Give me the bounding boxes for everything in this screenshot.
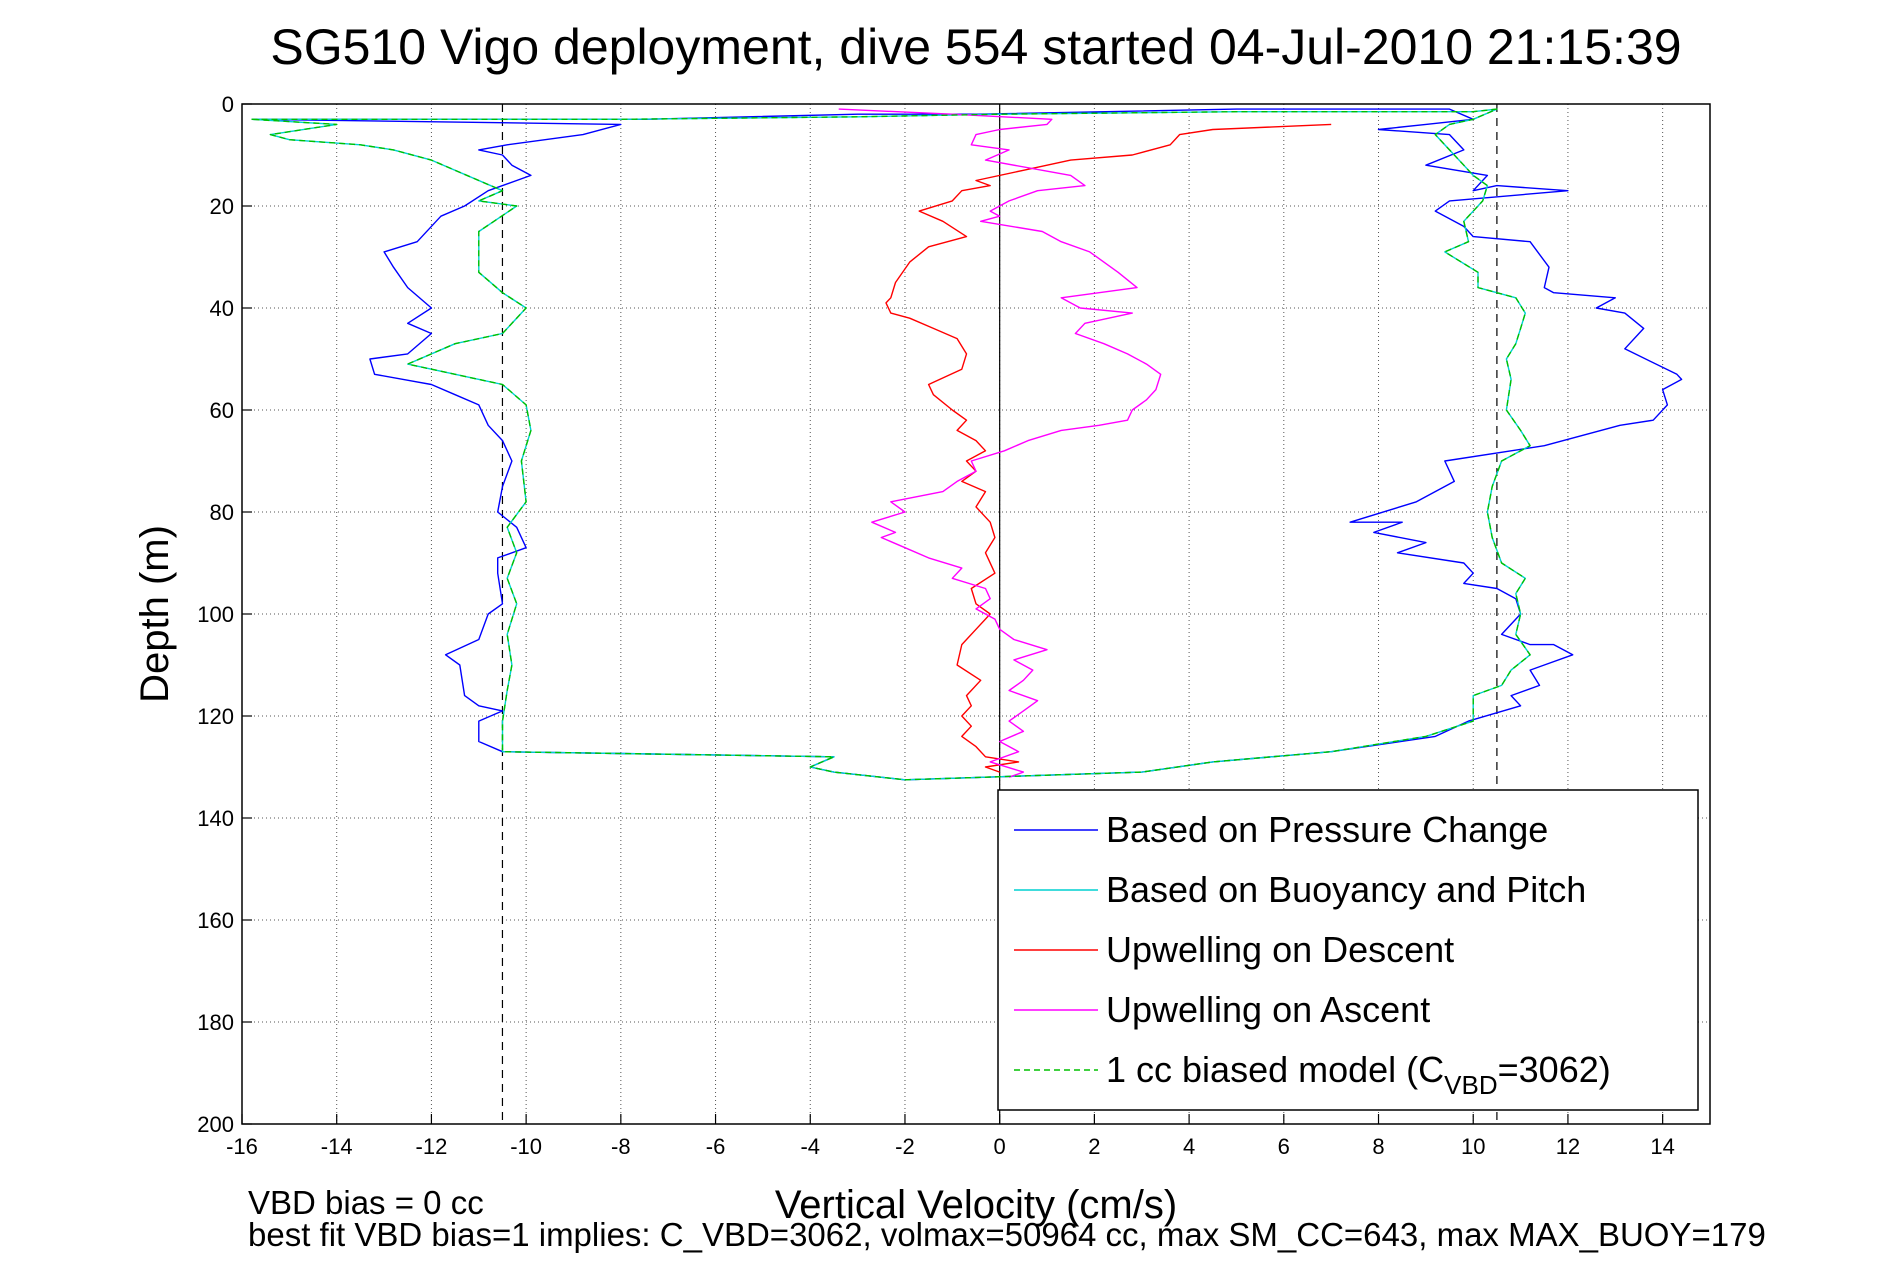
x-tick-label: 8 xyxy=(1372,1134,1384,1159)
x-axis-label: Vertical Velocity (cm/s) xyxy=(775,1183,1177,1227)
x-tick-label: -8 xyxy=(611,1134,631,1159)
axis-ticks: -16 -14 -12 -10 -8 -6 -4 -2 0 2 4 6 8 10 12 14020406080… xyxy=(197,92,1675,1159)
legend-items: Based on Pressure Change Based on Buoyanc… xyxy=(1014,809,1611,1100)
chart-title: SG510 Vigo deployment, dive 554 started … xyxy=(270,19,1681,75)
y-tick-label: 100 xyxy=(197,602,234,627)
series-line-4 xyxy=(251,108,1531,781)
y-tick-label: 140 xyxy=(197,806,234,831)
x-tick-label: -14 xyxy=(321,1134,353,1159)
footer-line-1: VBD bias = 0 cc xyxy=(248,1184,484,1221)
x-tick-label: -16 xyxy=(226,1134,258,1159)
y-tick-label: 60 xyxy=(210,398,234,423)
y-tick-label: 180 xyxy=(197,1010,234,1035)
y-axis-label: Depth (m) xyxy=(133,525,177,703)
y-tick-label: 200 xyxy=(197,1112,234,1137)
series-line-1 xyxy=(251,108,1531,781)
y-tick-label: 80 xyxy=(210,500,234,525)
series-line-0 xyxy=(251,108,1683,781)
x-tick-label: -12 xyxy=(416,1134,448,1159)
legend-label: Upwelling on Ascent xyxy=(1106,989,1430,1030)
legend-label: Based on Pressure Change xyxy=(1106,809,1548,850)
series-line-3 xyxy=(838,108,1162,778)
legend-label: 1 cc biased model (CVBD=3062) xyxy=(1106,1049,1611,1100)
footer-line-2: best fit VBD bias=1 implies: C_VBD=3062,… xyxy=(248,1216,1766,1253)
legend-label: Upwelling on Descent xyxy=(1106,929,1454,970)
y-tick-label: 120 xyxy=(197,704,234,729)
x-tick-label: 12 xyxy=(1556,1134,1580,1159)
x-tick-label: -10 xyxy=(510,1134,542,1159)
series-line-2 xyxy=(885,123,1332,773)
y-tick-label: 0 xyxy=(222,92,234,117)
legend-box xyxy=(997,789,1699,1111)
x-tick-label: 2 xyxy=(1088,1134,1100,1159)
x-tick-label: -6 xyxy=(706,1134,726,1159)
x-tick-label: 0 xyxy=(994,1134,1006,1159)
x-tick-label: -2 xyxy=(895,1134,915,1159)
x-tick-label: 4 xyxy=(1183,1134,1195,1159)
y-tick-label: 20 xyxy=(210,194,234,219)
x-tick-label: 6 xyxy=(1278,1134,1290,1159)
x-tick-label: -4 xyxy=(800,1134,820,1159)
x-tick-label: 10 xyxy=(1461,1134,1485,1159)
y-tick-label: 160 xyxy=(197,908,234,933)
legend-label: Based on Buoyancy and Pitch xyxy=(1106,869,1586,910)
legend: Based on Pressure Change Based on Buoyanc… xyxy=(997,789,1699,1111)
y-tick-label: 40 xyxy=(210,296,234,321)
series-layer xyxy=(251,108,1683,781)
x-tick-label: 14 xyxy=(1650,1134,1674,1159)
